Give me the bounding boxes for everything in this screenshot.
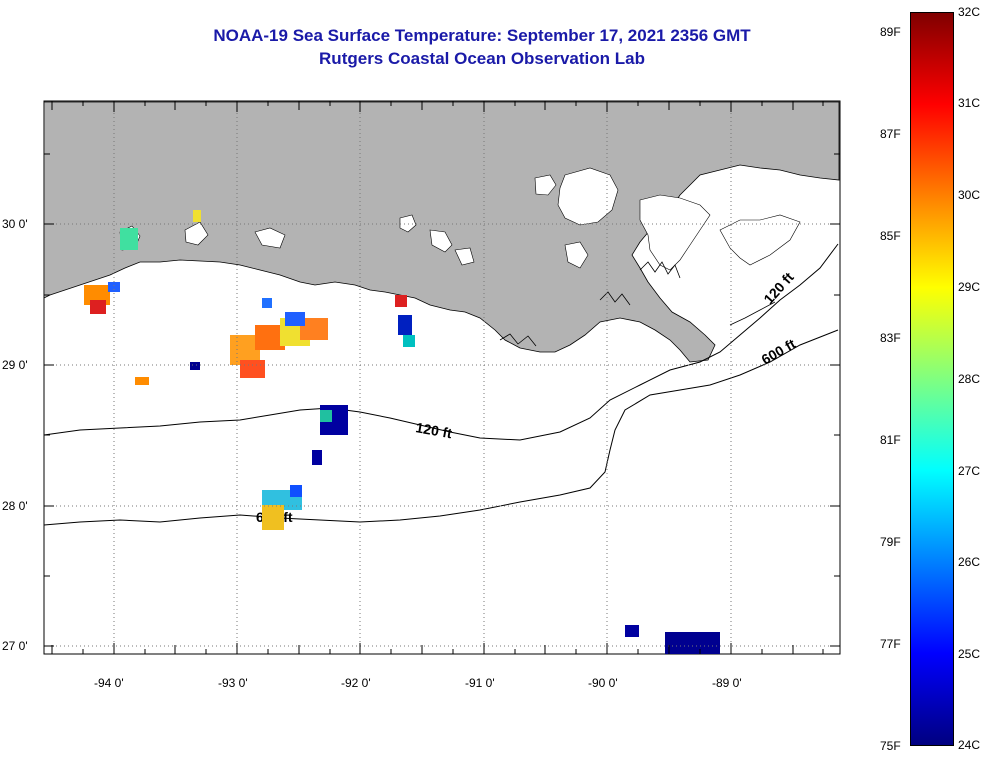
coastline-detail bbox=[499, 261, 776, 347]
lon-label-94: -94 0' bbox=[94, 676, 124, 690]
cb-c-27: 27C bbox=[958, 464, 981, 478]
cb-c-26: 26C bbox=[958, 555, 981, 569]
grid-lines bbox=[44, 101, 840, 654]
cb-f-87: 87F bbox=[880, 127, 901, 141]
axis-ticks bbox=[44, 101, 840, 654]
lon-label-90: -90 0' bbox=[588, 676, 618, 690]
cb-c-29: 29C bbox=[958, 280, 981, 294]
cb-c-31: 31C bbox=[958, 96, 981, 110]
cb-f-83: 83F bbox=[880, 331, 901, 345]
map-title: NOAA-19 Sea Surface Temperature: Septemb… bbox=[213, 26, 751, 45]
sst-patches bbox=[84, 210, 720, 654]
cb-f-81: 81F bbox=[880, 433, 901, 447]
lon-label-89: -89 0' bbox=[712, 676, 742, 690]
cb-c-25: 25C bbox=[958, 647, 981, 661]
cb-c-32: 32C bbox=[958, 5, 981, 19]
cb-f-85: 85F bbox=[880, 229, 901, 243]
lon-label-92: -92 0' bbox=[341, 676, 371, 690]
lat-label-27: 27 0' bbox=[2, 639, 28, 653]
contour-600ft bbox=[43, 329, 839, 526]
cb-f-77: 77F bbox=[880, 637, 901, 651]
lakes bbox=[119, 167, 801, 271]
lon-label-93: -93 0' bbox=[218, 676, 248, 690]
cb-c-28: 28C bbox=[958, 372, 981, 386]
contour-120ft bbox=[43, 243, 839, 441]
map-subtitle: Rutgers Coastal Ocean Observation Lab bbox=[319, 49, 645, 68]
temperature-colorbar bbox=[910, 12, 954, 746]
cb-f-89: 89F bbox=[880, 25, 901, 39]
contour-label-120ft-west: 120 ft bbox=[414, 419, 453, 441]
cb-f-75: 75F bbox=[880, 739, 901, 753]
lat-label-30: 30 0' bbox=[2, 217, 28, 231]
bathymetry-contours bbox=[43, 243, 839, 526]
lon-label-91: -91 0' bbox=[465, 676, 495, 690]
cb-c-30: 30C bbox=[958, 188, 981, 202]
cb-f-79: 79F bbox=[880, 535, 901, 549]
lat-label-29: 29 0' bbox=[2, 358, 28, 372]
lat-label-28: 28 0' bbox=[2, 499, 28, 513]
cb-c-24: 24C bbox=[958, 738, 981, 752]
